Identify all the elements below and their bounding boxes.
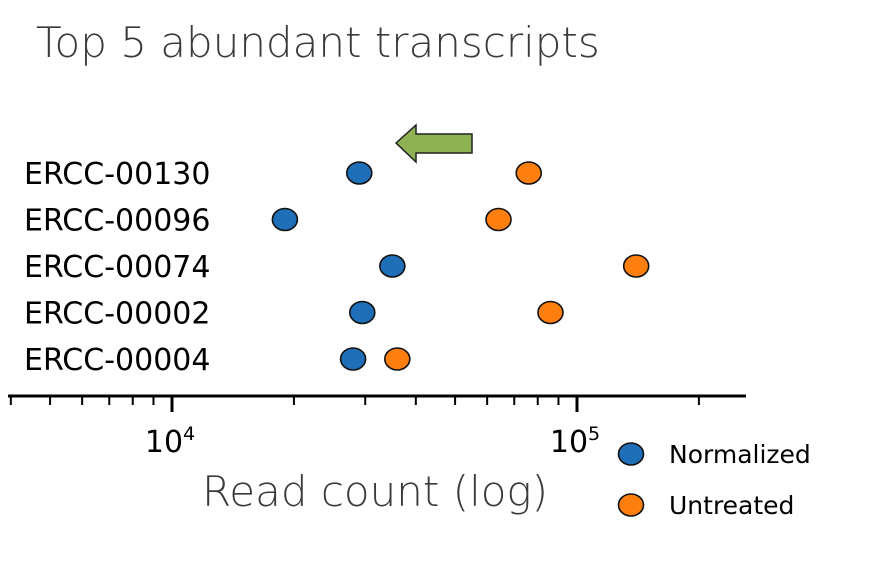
arrow-shape [394, 123, 473, 164]
category-label: ERCC-00074 [24, 250, 210, 285]
legend-label: Normalized [669, 440, 811, 469]
category-label: ERCC-00130 [24, 157, 210, 192]
data-points [271, 161, 650, 371]
x-tick-label: 105 [550, 423, 600, 460]
data-point-normalized [348, 300, 376, 325]
legend-marker [617, 442, 645, 466]
chart-title: Top 5 abundant transcripts [36, 18, 600, 67]
data-point-normalized [345, 161, 373, 185]
data-point-untreated [485, 207, 512, 232]
data-point-untreated [537, 300, 564, 325]
data-point-normalized [379, 254, 406, 278]
x-axis-label: Read count (log) [202, 467, 548, 516]
legend-marker [617, 493, 645, 517]
x-tick-labels: 104 105 [145, 423, 600, 460]
data-point-normalized [271, 207, 299, 232]
category-label: ERCC-00002 [24, 297, 210, 332]
x-axis [8, 394, 746, 412]
x-tick-label: 104 [145, 423, 195, 460]
category-label: ERCC-00004 [24, 343, 210, 378]
data-point-normalized [339, 347, 367, 371]
data-point-untreated [515, 161, 543, 185]
data-point-untreated [622, 254, 650, 278]
category-label: ERCC-00096 [24, 204, 210, 239]
legend: Normalized Untreated [617, 440, 811, 520]
legend-label: Untreated [669, 491, 794, 520]
data-point-untreated [384, 347, 411, 371]
left-arrow-annotation [394, 123, 473, 164]
category-labels: ERCC-00130 ERCC-00096 ERCC-00074 ERCC-00002… [24, 157, 210, 378]
